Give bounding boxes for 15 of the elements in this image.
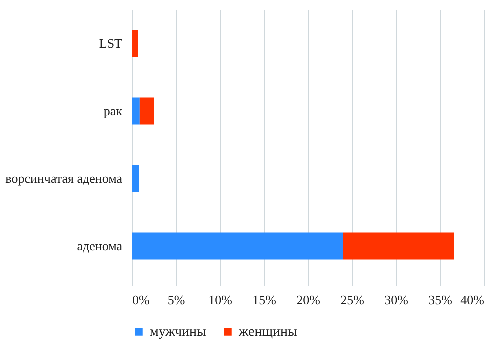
x-tick-label: 15%	[252, 292, 277, 308]
x-tick-label: 10%	[208, 292, 233, 308]
y-tick-label: аденома	[77, 238, 123, 254]
x-tick-label: 25%	[340, 292, 365, 308]
y-tick-label: ворсинчатая аденома	[6, 170, 123, 186]
x-tick-label: 35%	[428, 292, 453, 308]
y-tick-label: LST	[99, 36, 123, 51]
legend-label: мужчины	[150, 325, 208, 340]
x-tick-label: 0%	[132, 292, 150, 308]
y-tick-label: рак	[104, 103, 124, 118]
legend-label: женщины	[238, 325, 298, 340]
x-tick-label: 20%	[296, 292, 321, 308]
x-tick-label: 40%	[460, 292, 485, 308]
x-tick-label: 5%	[168, 292, 186, 308]
x-tick-label: 30%	[384, 292, 409, 308]
